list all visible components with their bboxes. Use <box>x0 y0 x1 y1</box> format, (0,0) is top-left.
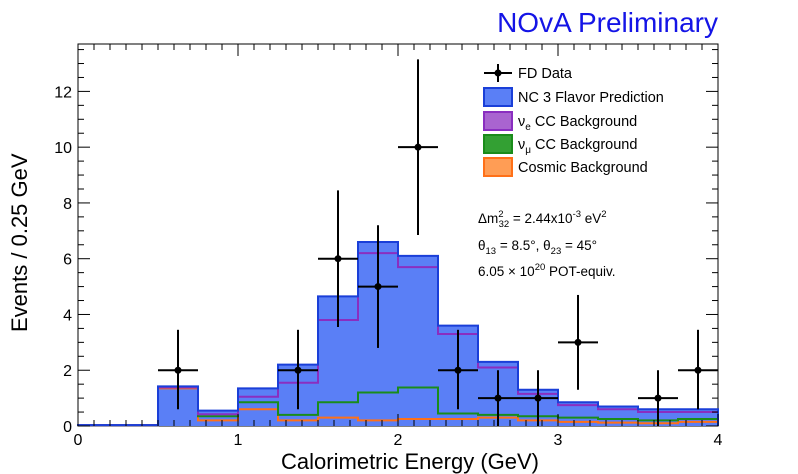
ann1-sup: 2 <box>498 209 503 220</box>
x-tick-label: 4 <box>714 432 723 449</box>
legend-item-nc: NC 3 Flavor Prediction <box>483 87 664 107</box>
legend-item-cosmic: Cosmic Background <box>483 157 648 177</box>
ann2-a: θ <box>478 238 486 253</box>
data-point <box>694 366 702 374</box>
annotation-pot: 6.05 × 1020 POT-equiv. <box>478 262 616 279</box>
ann3-b: POT-equiv. <box>545 264 615 279</box>
y-tick-label: 12 <box>54 84 72 101</box>
x-tick-label: 2 <box>394 432 403 449</box>
data-point <box>414 143 422 151</box>
y-tick-label: 10 <box>54 140 72 157</box>
legend-nue-sub: e <box>525 122 531 133</box>
data-point <box>374 283 382 291</box>
legend-numu-sub: μ <box>525 145 531 156</box>
annotation-thetas: θ13 = 8.5°, θ23 = 45° <box>478 238 597 257</box>
data-point <box>334 255 342 263</box>
ann1-c: eV <box>581 211 601 226</box>
legend-nc-label: NC 3 Flavor Prediction <box>518 90 664 106</box>
legend-cosmic-swatch <box>483 157 513 177</box>
legend-nue-rest: CC Background <box>531 114 637 130</box>
legend-item-numu: νμ CC Background <box>483 134 637 156</box>
legend-data-label: FD Data <box>518 66 573 82</box>
legend-data-marker <box>494 69 502 77</box>
ann1-a: Δm <box>478 211 498 226</box>
nc-outline <box>77 240 719 427</box>
nc-bar <box>238 388 278 426</box>
legend-numu-nu: ν <box>518 137 525 153</box>
y-tick-label: 8 <box>63 196 72 213</box>
ann3-sup: 20 <box>535 262 546 273</box>
y-tick-label: 6 <box>63 252 72 269</box>
ann3-a: 6.05 × 10 <box>478 264 535 279</box>
annotation-dm32: Δm2 32 = 2.44x10-3 eV2 <box>478 209 607 230</box>
ann1-sup3: 2 <box>601 209 606 220</box>
nc-bar <box>198 410 238 426</box>
ann1-b: = 2.44x10 <box>509 211 572 226</box>
ann1-sup2: -3 <box>573 209 581 220</box>
data-points <box>158 59 718 426</box>
data-point <box>174 366 182 374</box>
ann1-sub: 32 <box>499 219 510 230</box>
ann2-sub: 13 <box>486 246 497 257</box>
annotations: Δm2 32 = 2.44x10-3 eV2 θ13 = 8.5°, θ23 = … <box>478 209 616 279</box>
chart-title: NOvA Preliminary <box>497 7 718 38</box>
legend-item-nue: νe CC Background <box>483 111 637 133</box>
nc-bar <box>398 255 438 426</box>
x-tick-label: 1 <box>234 432 243 449</box>
ann2-sub2: 23 <box>551 246 562 257</box>
x-tick-label: 0 <box>74 432 83 449</box>
data-point <box>454 366 462 374</box>
legend-numu-label: νμ CC Background <box>518 137 637 156</box>
legend-nue-label: νe CC Background <box>518 114 637 133</box>
ann2-b: = 8.5°, θ <box>496 238 551 253</box>
legend-cosmic-label: Cosmic Background <box>518 160 648 176</box>
legend-numu-rest: CC Background <box>531 137 637 153</box>
y-tick-label: 2 <box>63 363 72 380</box>
legend: FD Data NC 3 Flavor Prediction νe CC Bac… <box>483 64 664 177</box>
data-point <box>294 366 302 374</box>
data-point <box>494 394 502 402</box>
legend-item-data: FD Data <box>484 64 573 82</box>
data-point <box>654 394 662 402</box>
x-tick-label: 3 <box>554 432 563 449</box>
y-axis-label: Events / 0.25 GeV <box>7 153 32 332</box>
ann2-c: = 45° <box>561 238 597 253</box>
data-point <box>534 394 542 402</box>
legend-nue-nu: ν <box>518 114 525 130</box>
nc-bar <box>558 402 598 426</box>
data-point <box>574 338 582 346</box>
nc-bar <box>598 406 638 426</box>
legend-nue-swatch <box>483 111 513 131</box>
legend-nc-swatch <box>483 87 513 107</box>
y-tick-label: 4 <box>63 307 72 324</box>
legend-numu-swatch <box>483 134 513 154</box>
x-axis-label: Calorimetric Energy (GeV) <box>281 449 539 474</box>
y-tick-label: 0 <box>63 419 72 436</box>
